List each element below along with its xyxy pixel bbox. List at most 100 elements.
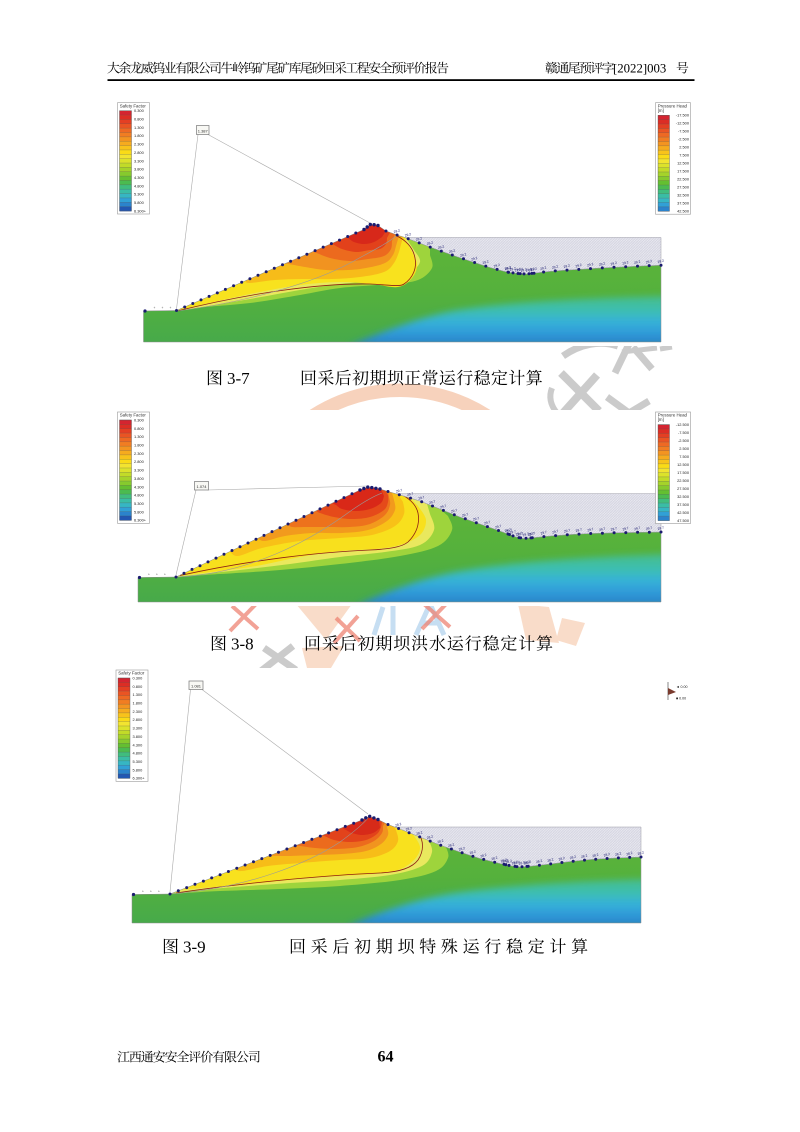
svg-text:29.2: 29.2 bbox=[514, 267, 521, 273]
svg-text:+: + bbox=[150, 890, 152, 894]
svg-text:2.300: 2.300 bbox=[134, 451, 145, 456]
svg-text:22.500: 22.500 bbox=[677, 177, 690, 182]
svg-text:5.300: 5.300 bbox=[134, 192, 145, 197]
svg-text:[2022]003: [2022]003 bbox=[613, 62, 666, 76]
svg-text:28.2: 28.2 bbox=[524, 860, 531, 866]
svg-text:+: + bbox=[170, 306, 172, 310]
svg-text:28.2: 28.2 bbox=[581, 853, 588, 859]
svg-text:0.300: 0.300 bbox=[133, 675, 144, 680]
svg-text:29.2: 29.2 bbox=[509, 266, 516, 272]
svg-text:0.800: 0.800 bbox=[133, 684, 144, 689]
svg-text:29.7: 29.7 bbox=[418, 495, 425, 501]
svg-text:+: + bbox=[164, 573, 166, 577]
svg-text:29.7: 29.7 bbox=[657, 525, 664, 531]
svg-text:1.081: 1.081 bbox=[191, 683, 202, 688]
svg-text:2.500: 2.500 bbox=[679, 446, 690, 451]
svg-text:3.300: 3.300 bbox=[133, 726, 144, 731]
svg-text:Safety Factor: Safety Factor bbox=[118, 671, 145, 676]
svg-text:29.2: 29.2 bbox=[563, 263, 570, 269]
svg-text:28.2: 28.2 bbox=[469, 850, 476, 856]
svg-text:+: + bbox=[148, 573, 150, 577]
svg-text:3.800: 3.800 bbox=[134, 167, 145, 172]
svg-text:3.300: 3.300 bbox=[134, 468, 145, 473]
svg-text:29.2: 29.2 bbox=[587, 262, 594, 268]
svg-text:4.800: 4.800 bbox=[133, 751, 144, 756]
svg-text:28.2: 28.2 bbox=[511, 860, 518, 866]
svg-text:32.500: 32.500 bbox=[677, 494, 690, 499]
svg-text:1.800: 1.800 bbox=[134, 442, 145, 447]
svg-text:29.2: 29.2 bbox=[493, 263, 500, 269]
svg-text:+: + bbox=[162, 306, 164, 310]
svg-text:2.800: 2.800 bbox=[134, 459, 145, 464]
svg-text:29.7: 29.7 bbox=[563, 528, 570, 534]
svg-text:28.2: 28.2 bbox=[447, 842, 454, 848]
svg-text:29.7: 29.7 bbox=[515, 531, 522, 537]
svg-text:29.2: 29.2 bbox=[525, 267, 532, 273]
svg-text:5.800: 5.800 bbox=[133, 767, 144, 772]
svg-text:29.2: 29.2 bbox=[657, 259, 664, 265]
svg-text:28.2: 28.2 bbox=[395, 822, 402, 828]
svg-text:37.500: 37.500 bbox=[677, 201, 690, 206]
svg-text:6.300+: 6.300+ bbox=[134, 208, 147, 213]
svg-text:64: 64 bbox=[378, 1049, 394, 1066]
svg-text:1.300: 1.300 bbox=[134, 434, 145, 439]
svg-text:29.2: 29.2 bbox=[504, 265, 511, 271]
svg-text:29.7: 29.7 bbox=[495, 524, 502, 530]
svg-text:0.800: 0.800 bbox=[134, 426, 145, 431]
svg-text:1.300: 1.300 bbox=[133, 692, 144, 697]
svg-text:1.387: 1.387 bbox=[198, 128, 209, 133]
svg-text:29.2: 29.2 bbox=[393, 228, 400, 234]
svg-text:6.300+: 6.300+ bbox=[134, 518, 147, 523]
svg-text:29.2: 29.2 bbox=[530, 267, 537, 273]
svg-text:1.800: 1.800 bbox=[134, 133, 145, 138]
svg-text:+: + bbox=[154, 306, 156, 310]
svg-text:28.2: 28.2 bbox=[505, 859, 512, 865]
svg-text:28.2: 28.2 bbox=[426, 834, 433, 840]
svg-text:29.2: 29.2 bbox=[528, 267, 535, 273]
svg-text:28.2: 28.2 bbox=[637, 850, 644, 856]
svg-text:29.7: 29.7 bbox=[429, 499, 436, 505]
svg-text:5.800: 5.800 bbox=[134, 509, 145, 514]
svg-text:29.7: 29.7 bbox=[622, 526, 629, 532]
svg-text:28.2: 28.2 bbox=[480, 853, 487, 859]
svg-text:29.7: 29.7 bbox=[587, 527, 594, 533]
svg-text:17.500: 17.500 bbox=[677, 169, 690, 174]
svg-text:0.300: 0.300 bbox=[134, 108, 145, 113]
svg-text:+: + bbox=[158, 890, 160, 894]
svg-text:29.7: 29.7 bbox=[483, 520, 490, 526]
svg-text:[m]: [m] bbox=[658, 108, 664, 113]
svg-text:7.500: 7.500 bbox=[679, 454, 690, 459]
svg-text:28.2: 28.2 bbox=[437, 839, 444, 845]
svg-text:[m]: [m] bbox=[658, 417, 664, 422]
svg-text:4.800: 4.800 bbox=[134, 183, 145, 188]
svg-text:29.7: 29.7 bbox=[407, 491, 414, 497]
svg-text:29.2: 29.2 bbox=[437, 244, 444, 250]
svg-text:+: + bbox=[142, 890, 144, 894]
svg-text:3.300: 3.300 bbox=[134, 158, 145, 163]
svg-text:28.2: 28.2 bbox=[523, 860, 530, 866]
svg-text:28.2: 28.2 bbox=[547, 857, 554, 863]
svg-text:28.2: 28.2 bbox=[502, 858, 509, 864]
svg-text:29.7: 29.7 bbox=[509, 529, 516, 535]
svg-text:4.300: 4.300 bbox=[134, 175, 145, 180]
svg-text:28.2: 28.2 bbox=[603, 852, 610, 858]
svg-text:29.2: 29.2 bbox=[460, 252, 467, 258]
svg-text:29.7: 29.7 bbox=[504, 527, 511, 533]
svg-text:29.7: 29.7 bbox=[598, 527, 605, 533]
svg-text:28.2: 28.2 bbox=[614, 851, 621, 857]
svg-text:29.2: 29.2 bbox=[520, 267, 527, 273]
svg-text:3.800: 3.800 bbox=[133, 734, 144, 739]
svg-text:3-7: 3-7 bbox=[227, 369, 250, 388]
svg-text:+: + bbox=[156, 573, 158, 577]
svg-text:Safety Factor: Safety Factor bbox=[120, 413, 147, 418]
svg-text:29.2: 29.2 bbox=[471, 256, 478, 262]
svg-text:29.7: 29.7 bbox=[395, 488, 402, 494]
svg-text:27.500: 27.500 bbox=[677, 486, 690, 491]
svg-text:17.500: 17.500 bbox=[677, 470, 690, 475]
svg-text:28.2: 28.2 bbox=[592, 853, 599, 859]
svg-text:29.2: 29.2 bbox=[575, 263, 582, 269]
svg-text:-2.500: -2.500 bbox=[678, 438, 690, 443]
svg-text:28.2: 28.2 bbox=[500, 858, 507, 864]
svg-text:29.7: 29.7 bbox=[552, 529, 559, 535]
svg-text:29.7: 29.7 bbox=[450, 508, 457, 514]
